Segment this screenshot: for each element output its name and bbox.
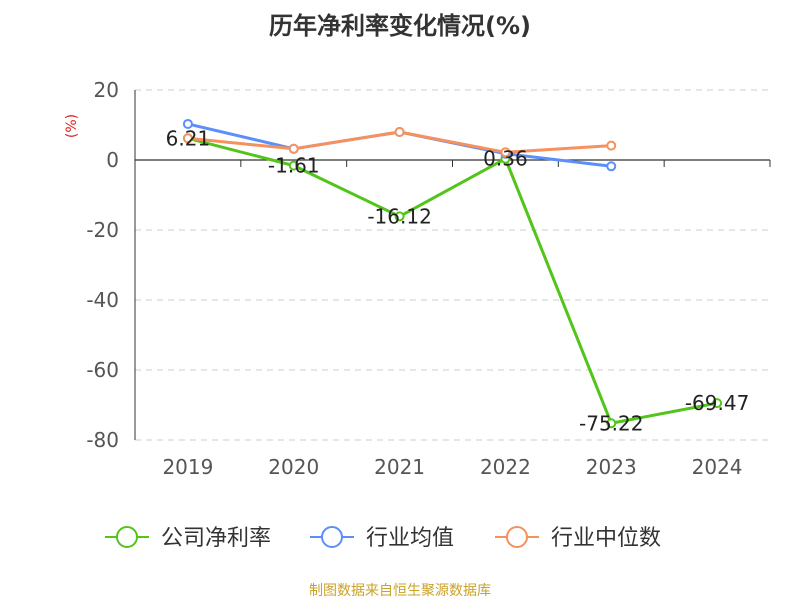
data-point [606, 161, 617, 172]
y-axis-label: (%) [64, 114, 80, 138]
legend-marker-icon [506, 526, 528, 548]
legend-marker-icon [321, 526, 343, 548]
x-tick-label: 2021 [374, 455, 425, 479]
y-tick-label: 20 [94, 78, 119, 102]
data-point [606, 418, 617, 429]
data-labels: 6.21 -1.61 -16.12 0.36 -75.22 -69.47 [166, 126, 750, 435]
y-tick-label: -60 [86, 358, 119, 382]
x-tick-label: 2022 [480, 455, 531, 479]
data-label: 0.36 [483, 147, 528, 171]
chart-title: 历年净利率变化情况(%) [269, 12, 531, 40]
data-point [182, 118, 193, 129]
data-label: -75.22 [579, 411, 643, 435]
source-note: 制图数据来自恒生聚源数据库 [309, 583, 491, 599]
data-point [288, 160, 299, 171]
x-tick-label: 2023 [586, 455, 637, 479]
data-point [394, 211, 405, 222]
y-tick-label: -20 [86, 218, 119, 242]
axes: 20 0 -20 -40 -60 -80 2019 2020 2021 2022 2023 2024 [86, 78, 771, 479]
x-tick-label: 2024 [692, 455, 743, 479]
legend-label: 行业均值 [366, 526, 454, 551]
data-point [712, 398, 723, 409]
data-point [182, 133, 193, 144]
y-tick-label: 0 [106, 148, 119, 172]
data-label: 6.21 [166, 126, 211, 150]
data-label: -1.61 [268, 154, 320, 178]
data-point [606, 140, 617, 151]
grid-lines [135, 89, 770, 441]
legend-item[interactable]: 行业均值 [310, 526, 454, 551]
data-point [288, 143, 299, 154]
legend-marker-icon [116, 526, 138, 548]
y-tick-label: -40 [86, 288, 119, 312]
x-tick-label: 2020 [268, 455, 319, 479]
data-point [500, 147, 511, 158]
legend-item[interactable]: 行业中位数 [495, 526, 661, 551]
legend[interactable]: 公司净利率 行业均值 行业中位数 [105, 526, 661, 551]
data-label: -69.47 [685, 391, 749, 415]
legend-label: 公司净利率 [161, 526, 271, 551]
data-label: -16.12 [367, 204, 431, 228]
x-tick-label: 2019 [162, 455, 213, 479]
legend-item[interactable]: 公司净利率 [105, 526, 271, 551]
series-layer [182, 118, 723, 429]
legend-label: 行业中位数 [551, 526, 661, 551]
series-line [187, 136, 718, 425]
data-point [394, 127, 405, 137]
y-tick-label: -80 [86, 428, 119, 452]
